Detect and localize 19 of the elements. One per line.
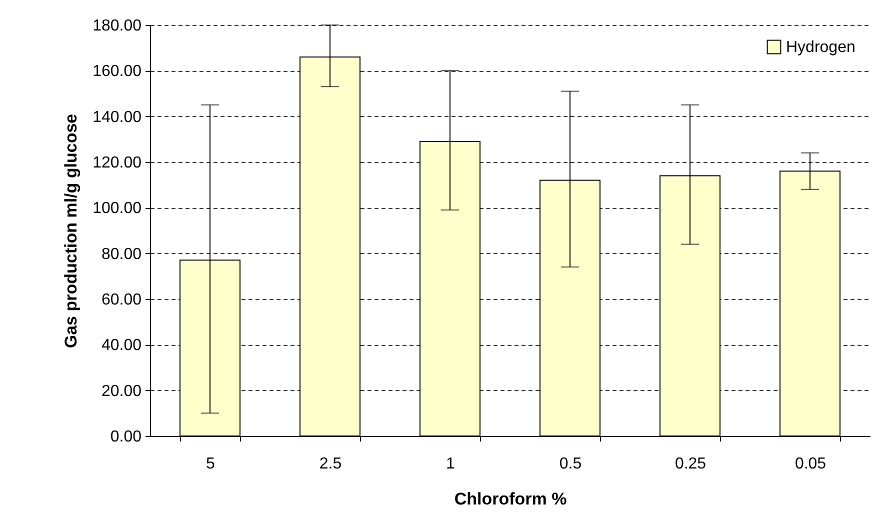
y-axis-title: Gas production ml/g glucose bbox=[62, 114, 81, 348]
x-tick-label: 0.05 bbox=[794, 456, 826, 472]
legend-label: Hydrogen bbox=[786, 39, 856, 56]
y-tick-label: 180.00 bbox=[92, 18, 142, 34]
x-tick-label: 2.5 bbox=[319, 456, 342, 472]
y-tick-label: 60.00 bbox=[101, 292, 142, 308]
y-tick-label: 40.00 bbox=[101, 337, 142, 354]
y-tick-label: 140.00 bbox=[92, 108, 142, 126]
x-tick-label: 0.25 bbox=[674, 456, 706, 472]
y-tick-label: 20.00 bbox=[101, 382, 142, 400]
y-tick-label: 120.00 bbox=[92, 154, 142, 172]
y-tick-label: 160.00 bbox=[92, 63, 142, 80]
y-tick-label: 100.00 bbox=[92, 200, 142, 218]
y-tick-label: 0.00 bbox=[110, 428, 142, 446]
x-tick-label: 1 bbox=[446, 456, 456, 472]
x-tick-label: 5 bbox=[206, 456, 216, 472]
y-tick-label: 80.00 bbox=[101, 246, 142, 263]
x-axis-title: Chloroform % bbox=[454, 490, 567, 508]
x-tick-label: 0.5 bbox=[559, 456, 582, 472]
